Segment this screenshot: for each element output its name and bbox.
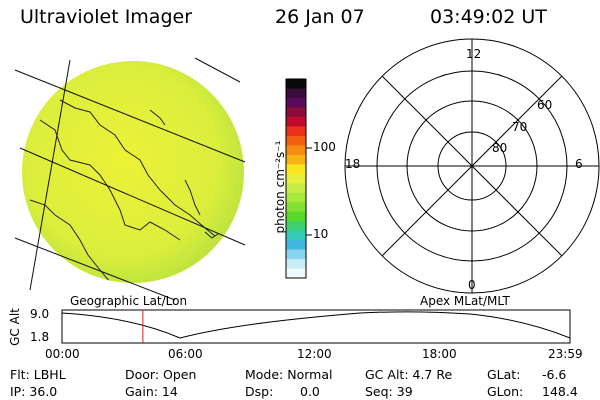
timeline-x-tick-4: 23:59 <box>548 347 583 361</box>
timeline-x-tick-3: 18:00 <box>422 347 457 361</box>
colorbar-ticks <box>306 147 312 236</box>
colorbar-segment <box>286 145 306 156</box>
colorbar-segment <box>286 249 306 260</box>
colorbar-segment <box>286 173 306 184</box>
colorbar-segment <box>286 183 306 194</box>
timeline-right-caption: Apex MLat/MLT <box>420 294 510 308</box>
colorbar-segment <box>286 268 306 279</box>
timeline-frame <box>61 309 571 344</box>
graticule-lines <box>14 57 246 301</box>
colorbar-frame <box>285 78 307 279</box>
colorbar-segment <box>286 230 306 241</box>
timeline-plot <box>61 309 571 344</box>
status-door: Door: Open <box>125 367 197 382</box>
status-seq: Seq: 39 <box>365 384 413 399</box>
polar-label-12: 12 <box>466 47 482 61</box>
timeline-left-caption: Geographic Lat/Lon <box>70 294 188 308</box>
coastline-outline <box>29 99 216 283</box>
status-ip: IP: 36.0 <box>10 384 58 399</box>
colorbar-segment <box>286 126 306 137</box>
polar-plot <box>344 38 600 294</box>
timeline-y-label: GC Alt <box>7 308 22 346</box>
status-flt: Flt: LBHL <box>10 367 66 382</box>
colorbar <box>285 78 307 279</box>
polar-lat-80: 80 <box>492 141 508 155</box>
colorbar-unit-label: photon cm⁻²s⁻¹ <box>273 140 287 234</box>
timeline-x-tick-0: 00:00 <box>45 347 80 361</box>
colorbar-tick-100: 100 <box>313 140 336 154</box>
status-dsp-label: Dsp: <box>245 384 274 399</box>
polar-label-0: 0 <box>468 278 476 292</box>
colorbar-segment <box>286 240 306 251</box>
header-date: 26 Jan 07 <box>275 6 365 28</box>
colorbar-segment <box>286 259 306 270</box>
colorbar-segment <box>286 154 306 165</box>
colorbar-segment <box>286 192 306 203</box>
island-outline <box>149 109 219 239</box>
polar-diagonal-2 <box>381 75 563 257</box>
status-dsp-value: 0.0 <box>300 384 320 399</box>
polar-lat-70: 70 <box>512 120 528 134</box>
timeline-y-tick-bottom: 1.8 <box>30 330 50 344</box>
header-time: 03:49:02 UT <box>430 6 547 28</box>
status-mode: Mode: Normal <box>245 367 333 382</box>
earth-disk <box>22 61 244 283</box>
timeline-x-tick-2: 12:00 <box>297 347 332 361</box>
status-glat-value: -6.6 <box>542 367 567 382</box>
colorbar-segment <box>286 135 306 146</box>
status-glat-label: GLat: <box>487 367 521 382</box>
altitude-curve <box>61 311 571 339</box>
earth-image <box>14 57 246 301</box>
colorbar-tick-10: 10 <box>313 227 329 241</box>
colorbar-segment <box>286 211 306 222</box>
polar-lat-60: 60 <box>537 98 553 112</box>
colorbar-segment <box>286 116 306 127</box>
colorbar-segment <box>286 221 306 232</box>
app-title: Ultraviolet Imager <box>20 6 193 28</box>
colorbar-segment <box>286 202 306 213</box>
polar-label-6: 6 <box>575 157 583 171</box>
colorbar-segment <box>286 88 306 99</box>
status-gain: Gain: 14 <box>125 384 178 399</box>
timeline-x-tick-1: 06:00 <box>168 347 203 361</box>
colorbar-segment <box>286 97 306 108</box>
polar-label-18: 18 <box>345 157 361 171</box>
status-glon-label: GLon: <box>487 384 524 399</box>
status-glon-value: 148.4 <box>542 384 578 399</box>
status-gc-alt: GC Alt: 4.7 Re <box>365 367 453 382</box>
colorbar-segment <box>286 164 306 175</box>
colorbar-segment <box>286 107 306 118</box>
colorbar-segment <box>286 79 306 89</box>
timeline-y-tick-top: 9.0 <box>30 307 50 321</box>
